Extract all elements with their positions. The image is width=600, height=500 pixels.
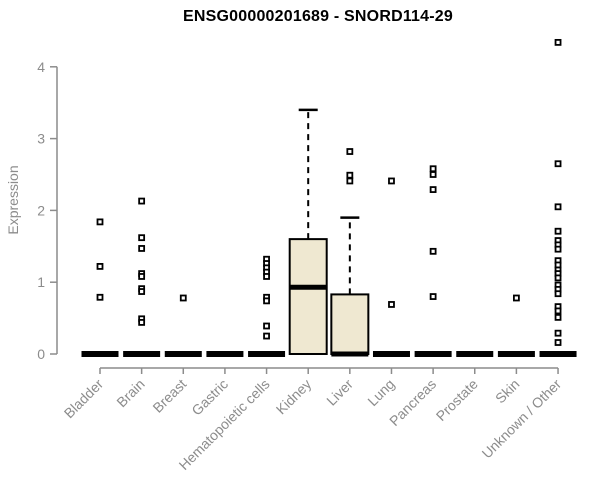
outlier-point-pancreas <box>429 186 437 193</box>
box-gastric <box>206 351 244 357</box>
x-tick-label: Bladder <box>61 376 107 422</box>
outlier-point-pancreas <box>429 247 437 255</box>
box-breast <box>164 351 202 357</box>
box-bladder <box>81 351 119 357</box>
box-unknown-other <box>539 351 577 357</box>
outlier-point-skin <box>513 294 520 302</box>
outlier-point-bladder <box>96 218 104 226</box>
outlier-point-unknown-other <box>554 313 562 321</box>
outlier-point-pancreas <box>429 171 437 178</box>
outlier-point-hematopoietic-cells <box>263 297 270 305</box>
y-tick-label: 0 <box>37 346 45 362</box>
box-liver <box>330 293 370 356</box>
outlier-point-pancreas <box>429 293 437 300</box>
outlier-point-pancreas <box>429 165 437 173</box>
box-kidney <box>288 238 328 355</box>
outlier-point-hematopoietic-cells <box>263 322 270 330</box>
outlier-point-bladder <box>96 293 104 301</box>
outlier-point-unknown-other <box>554 160 562 168</box>
outlier-point-unknown-other <box>554 203 562 211</box>
outlier-point-hematopoietic-cells <box>263 332 270 340</box>
x-tick-label: Kidney <box>273 376 315 418</box>
x-tick-label: Unknown / Other <box>479 376 565 462</box>
outlier-point-unknown-other <box>554 339 562 346</box>
box-pancreas <box>414 351 452 357</box>
box-prostate <box>456 351 494 357</box>
outlier-point-unknown-other <box>554 38 562 46</box>
outlier-point-brain <box>138 319 146 326</box>
outlier-point-hematopoietic-cells <box>263 273 270 280</box>
outlier-point-brain <box>138 197 146 205</box>
outlier-point-liver <box>346 177 354 185</box>
outlier-point-liver <box>346 148 354 155</box>
y-tick-label: 3 <box>37 131 45 147</box>
outlier-point-brain <box>138 234 146 242</box>
outlier-point-bladder <box>96 263 104 270</box>
outlier-point-brain <box>138 273 146 280</box>
outlier-point-lung <box>388 177 395 185</box>
chart-title: ENSG00000201689 - SNORD114-29 <box>183 8 453 25</box>
outlier-point-unknown-other <box>554 227 562 235</box>
outlier-point-breast <box>179 294 187 302</box>
outlier-point-unknown-other <box>554 307 562 315</box>
x-tick-label: Prostate <box>433 376 481 424</box>
y-tick-label: 4 <box>37 59 45 75</box>
x-tick-label: Liver <box>323 376 356 409</box>
outlier-point-unknown-other <box>554 290 562 298</box>
box-skin <box>497 351 535 357</box>
y-tick-label: 2 <box>37 202 45 218</box>
x-tick-label: Breast <box>149 376 189 416</box>
box-brain <box>123 351 161 357</box>
outlier-point-brain <box>138 245 146 252</box>
y-tick-label: 1 <box>37 274 45 290</box>
box-lung <box>372 351 410 357</box>
x-tick-label: Skin <box>492 376 523 407</box>
outlier-point-unknown-other <box>554 245 562 253</box>
x-tick-label: Lung <box>364 376 397 409</box>
outlier-point-lung <box>388 301 395 308</box>
outlier-point-unknown-other <box>554 274 562 282</box>
x-tick-label: Brain <box>113 376 147 410</box>
outlier-point-unknown-other <box>554 329 562 337</box>
outlier-point-brain <box>138 288 146 295</box>
outlier-point-liver <box>346 171 354 179</box>
box-hematopoietic-cells <box>248 351 286 357</box>
